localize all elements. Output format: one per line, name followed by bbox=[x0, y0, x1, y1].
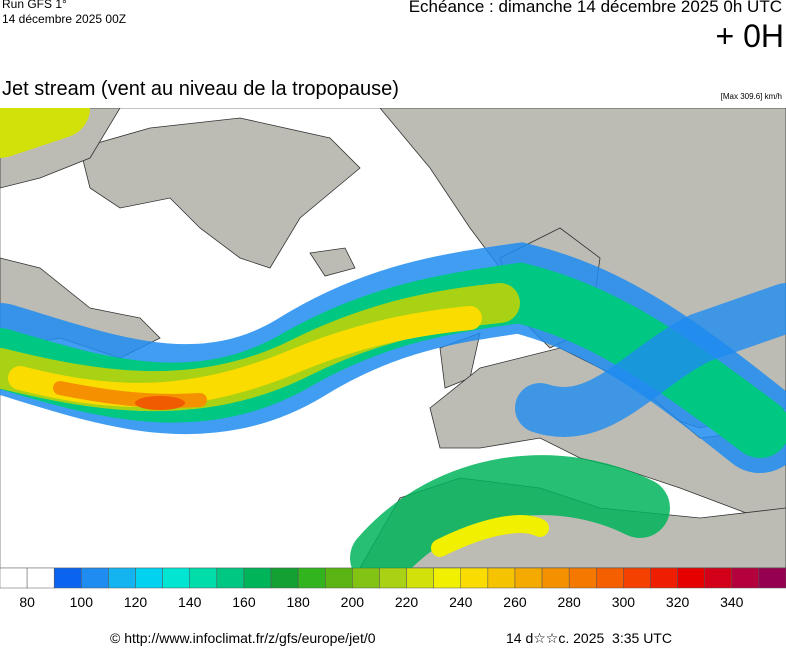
footer-url: © http://www.infoclimat.fr/z/gfs/europe/… bbox=[110, 630, 376, 646]
colorbar-label: 240 bbox=[449, 594, 473, 610]
colorbar-label: 160 bbox=[232, 594, 256, 610]
colorbar-label: 220 bbox=[395, 594, 419, 610]
colorbar-label: 180 bbox=[286, 594, 310, 610]
step: + 0H bbox=[715, 18, 784, 54]
colorbar-swatch bbox=[135, 568, 163, 589]
colorbar-swatch bbox=[324, 568, 353, 589]
jet-max bbox=[135, 396, 185, 410]
jet-band bbox=[431, 515, 549, 557]
jet-band bbox=[0, 108, 90, 158]
colorbar-label: 100 bbox=[70, 594, 94, 610]
colorbar-label: 320 bbox=[666, 594, 690, 610]
colorbar-swatch bbox=[216, 568, 245, 589]
colorbar-swatch bbox=[379, 568, 407, 589]
greenland bbox=[79, 117, 361, 269]
jet-stream bbox=[0, 108, 786, 568]
colorbar-swatch bbox=[596, 568, 624, 589]
colorbar-swatch bbox=[514, 568, 543, 589]
footer-date: 14 d☆☆c. 2025 3:35 UTC bbox=[506, 630, 672, 646]
colorbar-swatch bbox=[731, 568, 760, 589]
colorbar-swatch bbox=[81, 568, 109, 589]
colorbar-swatch bbox=[541, 568, 570, 589]
colorbar-label: 120 bbox=[124, 594, 148, 610]
colorbar-swatch bbox=[26, 568, 55, 589]
colorbar-swatch bbox=[460, 568, 489, 589]
colorbar: 80 100 120 140 160 180 200 220 240 260 280 300 320 34… bbox=[0, 568, 786, 610]
map-title: Jet stream (vent au niveau de la tropopa… bbox=[2, 78, 399, 100]
colorbar-swatch bbox=[352, 568, 380, 589]
map bbox=[0, 108, 786, 568]
colorbar-swatch bbox=[623, 568, 651, 589]
colorbar-label: 260 bbox=[503, 594, 527, 610]
colorbar-swatch bbox=[189, 568, 218, 589]
colorbar-swatch bbox=[487, 568, 516, 589]
colorbar-swatch bbox=[406, 568, 434, 589]
colorbar-swatch bbox=[243, 568, 272, 589]
colorbar-swatch bbox=[433, 568, 462, 589]
colorbar-swatch bbox=[297, 568, 326, 589]
colorbar-swatch bbox=[270, 568, 299, 589]
colorbar-label: 340 bbox=[720, 594, 744, 610]
run-label: Run GFS 1° bbox=[2, 0, 67, 11]
jet-band bbox=[515, 283, 786, 437]
colorbar-swatch bbox=[108, 568, 136, 589]
colorbar-label: 200 bbox=[341, 594, 365, 610]
colorbar-swatch bbox=[53, 568, 82, 589]
max-label: [Max 309.6] km/h bbox=[720, 92, 782, 101]
jet-core bbox=[53, 381, 207, 408]
iceland bbox=[309, 247, 356, 277]
colorbar-swatch bbox=[650, 568, 678, 589]
run-date: 14 décembre 2025 00Z bbox=[2, 12, 127, 26]
colorbar-label: 140 bbox=[178, 594, 202, 610]
colorbar-label: 280 bbox=[557, 594, 581, 610]
colorbar-label: 300 bbox=[612, 594, 636, 610]
echeance: Echéance : dimanche 14 décembre 2025 0h … bbox=[408, 0, 782, 16]
colorbar-swatch bbox=[677, 568, 705, 589]
colorbar-swatch bbox=[162, 568, 190, 589]
colorbar-swatch bbox=[0, 568, 28, 589]
jet-band bbox=[350, 455, 670, 568]
colorbar-swatch bbox=[758, 568, 786, 589]
colorbar-swatch bbox=[568, 568, 597, 589]
colorbar-swatch bbox=[704, 568, 733, 589]
colorbar-label: 80 bbox=[19, 594, 35, 610]
